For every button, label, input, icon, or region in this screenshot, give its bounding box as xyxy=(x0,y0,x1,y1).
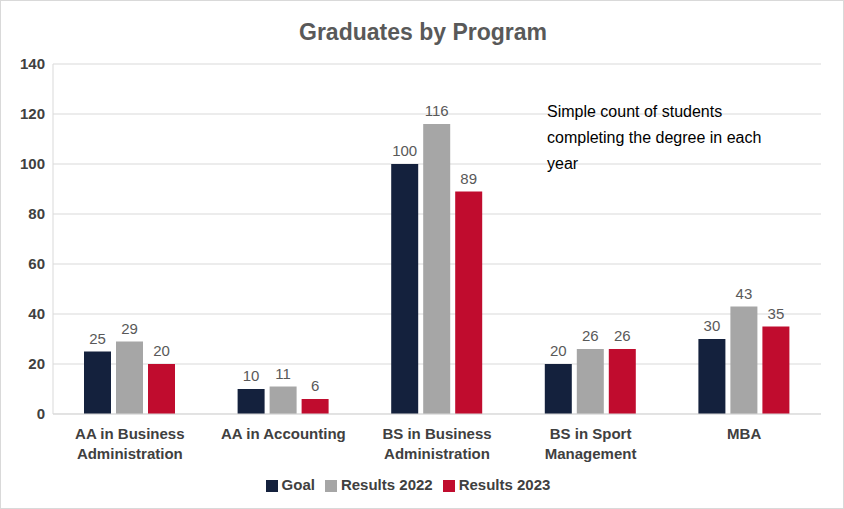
svg-text:MBA: MBA xyxy=(727,425,761,442)
svg-text:100: 100 xyxy=(392,142,417,159)
svg-text:AA in Accounting: AA in Accounting xyxy=(221,425,346,442)
svg-text:10: 10 xyxy=(243,367,260,384)
svg-text:BS in BusinessAdministration: BS in BusinessAdministration xyxy=(382,425,491,462)
svg-text:120: 120 xyxy=(20,105,45,122)
svg-text:29: 29 xyxy=(121,320,138,337)
svg-text:26: 26 xyxy=(614,327,631,344)
svg-text:20: 20 xyxy=(153,342,170,359)
svg-text:80: 80 xyxy=(28,205,45,222)
svg-text:35: 35 xyxy=(768,305,785,322)
html-text:Results 2023: Results 2023 xyxy=(458,476,551,493)
svg-text:43: 43 xyxy=(736,285,753,302)
svg-text:40: 40 xyxy=(28,305,45,322)
svg-text:6: 6 xyxy=(311,377,319,394)
svg-text:0: 0 xyxy=(37,405,45,422)
html-text:Graduates by Program: Graduates by Program xyxy=(299,19,547,45)
svg-text:BS in SportManagement: BS in SportManagement xyxy=(545,425,637,462)
html-text:Goal: Goal xyxy=(281,476,315,493)
svg-text:25: 25 xyxy=(89,330,106,347)
svg-text:140: 140 xyxy=(20,55,45,72)
svg-text:116: 116 xyxy=(425,102,449,119)
svg-text:100: 100 xyxy=(20,155,45,172)
svg-text:60: 60 xyxy=(28,255,45,272)
svg-text:89: 89 xyxy=(460,170,477,187)
svg-text:AA in BusinessAdministration: AA in BusinessAdministration xyxy=(75,425,184,462)
svg-text:11: 11 xyxy=(275,365,291,382)
svg-text:20: 20 xyxy=(28,355,45,372)
html-text:Results 2022: Results 2022 xyxy=(340,476,433,493)
svg-text:20: 20 xyxy=(550,342,567,359)
svg-text:30: 30 xyxy=(704,317,721,334)
html-text:Simple count of students compl: Simple count of students completing the … xyxy=(547,103,762,172)
svg-text:26: 26 xyxy=(582,327,599,344)
